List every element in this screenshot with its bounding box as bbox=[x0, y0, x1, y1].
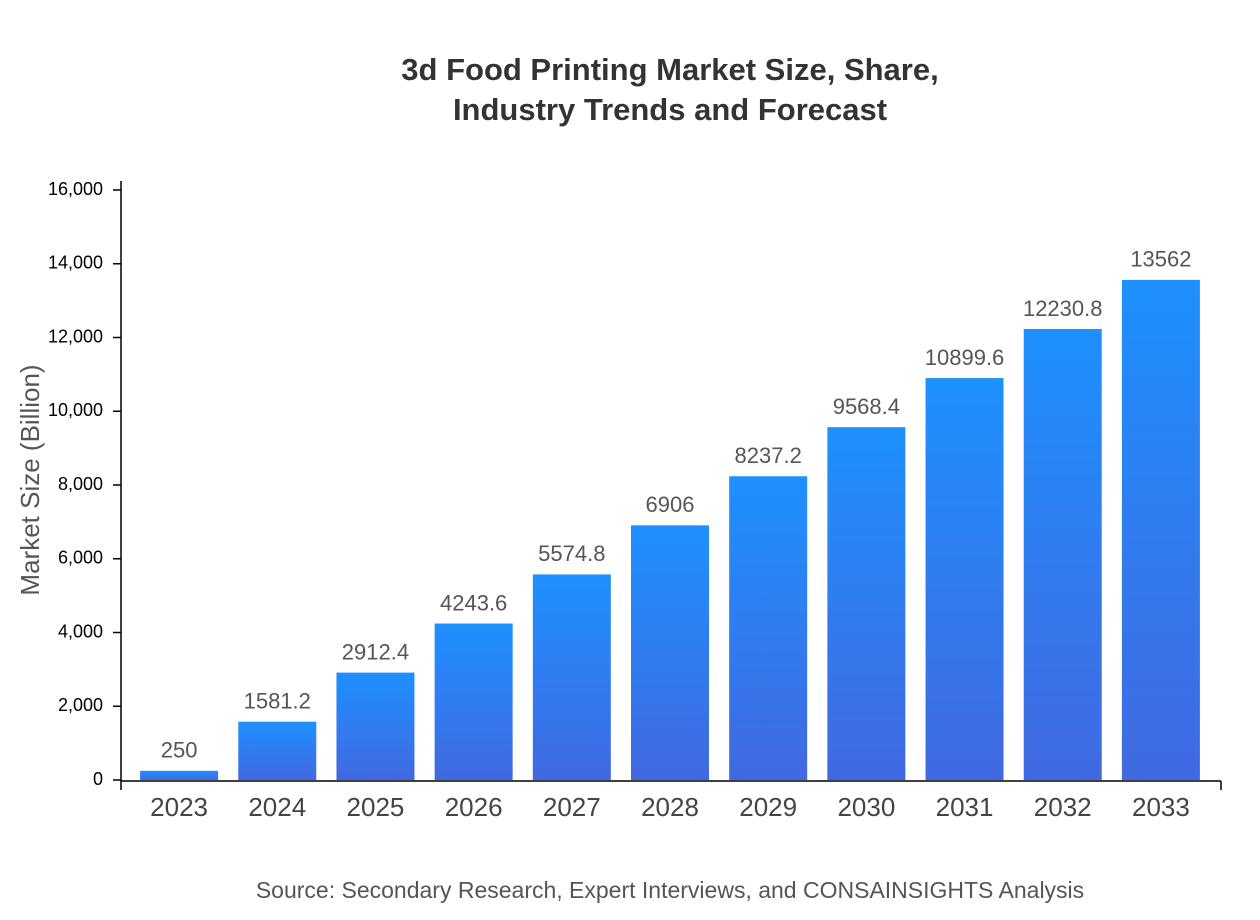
bar bbox=[729, 476, 808, 780]
bar bbox=[1023, 328, 1102, 780]
x-tick-label: 2026 bbox=[445, 792, 503, 822]
value-label: 8237.2 bbox=[735, 443, 802, 468]
y-tick-label: 0 bbox=[93, 769, 103, 789]
bar bbox=[1121, 279, 1200, 780]
bar bbox=[140, 770, 219, 780]
source-note: Source: Secondary Research, Expert Inter… bbox=[255, 877, 1085, 903]
y-tick-label: 10,000 bbox=[48, 400, 103, 420]
chart-title: 3d Food Printing Market Size, Share, Ind… bbox=[401, 52, 939, 127]
value-label: 9568.4 bbox=[833, 394, 900, 419]
value-label: 2912.4 bbox=[342, 639, 409, 664]
x-tick-label: 2024 bbox=[248, 792, 306, 822]
value-label: 6906 bbox=[646, 492, 695, 517]
value-label: 1581.2 bbox=[244, 689, 311, 714]
y-tick-label: 12,000 bbox=[48, 326, 103, 346]
value-label: 4243.6 bbox=[440, 590, 507, 615]
bar bbox=[238, 721, 317, 780]
bar bbox=[925, 378, 1004, 780]
value-label: 250 bbox=[161, 738, 198, 763]
value-label: 13562 bbox=[1130, 247, 1191, 272]
x-tick-label: 2029 bbox=[739, 792, 797, 822]
bar bbox=[434, 623, 513, 780]
value-label: 10899.6 bbox=[925, 345, 1005, 370]
x-tick-label: 2028 bbox=[641, 792, 699, 822]
x-tick-label: 2033 bbox=[1132, 792, 1190, 822]
y-axis-title: Market Size (Billion) bbox=[15, 364, 45, 595]
x-tick-label: 2032 bbox=[1034, 792, 1092, 822]
y-tick-label: 8,000 bbox=[58, 474, 103, 494]
value-label: 5574.8 bbox=[538, 541, 605, 566]
x-tick-label: 2027 bbox=[543, 792, 601, 822]
y-tick-label: 16,000 bbox=[48, 179, 103, 199]
x-tick-label: 2031 bbox=[936, 792, 994, 822]
bar bbox=[532, 574, 611, 780]
x-tick-label: 2023 bbox=[150, 792, 208, 822]
bar bbox=[631, 525, 709, 780]
y-tick-label: 4,000 bbox=[58, 621, 103, 641]
x-tick-label: 2030 bbox=[837, 792, 895, 822]
bar bbox=[827, 427, 906, 780]
value-label: 12230.8 bbox=[1023, 296, 1103, 321]
y-tick-label: 14,000 bbox=[48, 253, 103, 273]
y-tick-label: 2,000 bbox=[58, 695, 103, 715]
bar bbox=[336, 672, 415, 780]
x-tick-label: 2025 bbox=[347, 792, 405, 822]
y-tick-label: 6,000 bbox=[58, 548, 103, 568]
